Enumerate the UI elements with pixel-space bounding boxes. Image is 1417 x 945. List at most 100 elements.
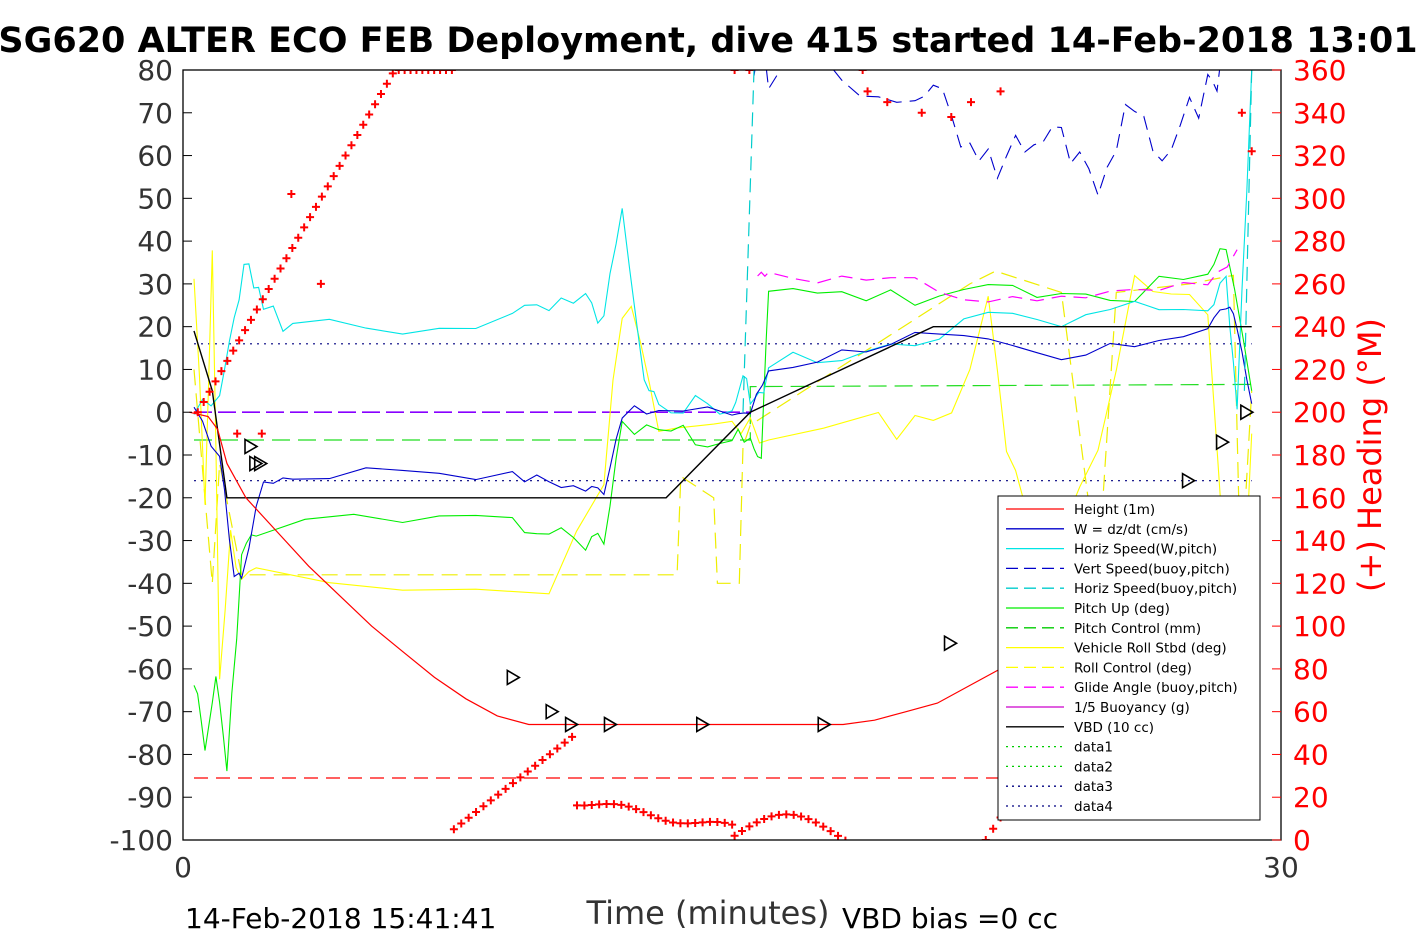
height-marker-14 bbox=[1181, 472, 1197, 490]
legend-label-2: Horiz Speed(W,pitch) bbox=[1074, 542, 1217, 558]
heading-point-95 bbox=[789, 810, 798, 819]
height-marker-16 bbox=[1240, 403, 1255, 421]
legend-label-6: Pitch Control (mm) bbox=[1074, 621, 1201, 637]
heading-point-72 bbox=[624, 802, 633, 811]
y-tick-label-left-70: 70 bbox=[137, 97, 173, 130]
heading-point-48 bbox=[449, 825, 458, 834]
heading-point-20 bbox=[311, 202, 320, 211]
heading-point-18 bbox=[300, 223, 309, 232]
heading-point-96 bbox=[797, 812, 806, 821]
heading-point-22 bbox=[323, 182, 332, 191]
y-tick-label-left-50: 50 bbox=[137, 182, 173, 215]
y-tick-label-left--50: -50 bbox=[127, 610, 173, 643]
height-marker-0 bbox=[244, 438, 259, 455]
legend-label-4: Horiz Speed(buoy,pitch) bbox=[1074, 581, 1237, 597]
heading-point-58 bbox=[523, 767, 532, 776]
height-marker-5 bbox=[564, 716, 580, 733]
legend: Height (1m) W = dz/dt (cm/s) Horiz Speed(W… bbox=[997, 495, 1261, 821]
legend-label-0: Height (1m) bbox=[1074, 502, 1155, 518]
y-tick-label-right-320: 320 bbox=[1293, 140, 1346, 173]
heading-point-92 bbox=[767, 812, 776, 821]
heading-point-90 bbox=[752, 818, 761, 827]
heading-point-8 bbox=[241, 326, 250, 335]
y-tick-label-right-80: 80 bbox=[1293, 653, 1329, 686]
heading-point-94 bbox=[782, 810, 791, 819]
heading-point-146 bbox=[917, 108, 926, 117]
height-marker-1 bbox=[249, 455, 264, 472]
height-marker-4 bbox=[545, 703, 560, 721]
heading-point-82 bbox=[698, 818, 707, 827]
height-marker-6 bbox=[603, 716, 619, 733]
y-tick-label-left-10: 10 bbox=[137, 353, 173, 386]
y-tick-label-right-200: 200 bbox=[1293, 396, 1346, 429]
heading-point-16 bbox=[288, 243, 297, 252]
height-marker-15 bbox=[1215, 433, 1231, 451]
heading-point-106 bbox=[989, 824, 998, 833]
heading-point-62 bbox=[553, 744, 562, 753]
heading-point-41 bbox=[436, 70, 445, 74]
heading-point-54 bbox=[494, 790, 503, 799]
legend-label-14: data3 bbox=[1074, 779, 1113, 795]
y-tick-label-left--90: -90 bbox=[127, 781, 173, 814]
roll-control-line bbox=[193, 270, 1253, 584]
y-tick-label-left-60: 60 bbox=[137, 140, 173, 173]
y-tick-label-left-40: 40 bbox=[137, 225, 173, 258]
heading-point-142 bbox=[745, 70, 754, 74]
heading-point-24 bbox=[335, 161, 344, 170]
y-tick-label-left-20: 20 bbox=[137, 311, 173, 344]
y-tick-label-left-80: 80 bbox=[137, 54, 173, 87]
heading-point-25 bbox=[341, 151, 350, 160]
heading-point-14 bbox=[276, 264, 285, 273]
heading-point-3 bbox=[211, 377, 220, 386]
heading-point-11 bbox=[258, 295, 267, 304]
legend-label-7: Vehicle Roll Stbd (deg) bbox=[1074, 641, 1227, 657]
heading-point-35 bbox=[400, 70, 409, 74]
heading-point-143 bbox=[858, 70, 867, 74]
heading-point-50 bbox=[464, 813, 473, 822]
legend-label-5: Pitch Up (deg) bbox=[1074, 601, 1170, 617]
heading-point-30 bbox=[371, 100, 380, 109]
heading-point-148 bbox=[966, 98, 975, 107]
heading-point-10 bbox=[252, 305, 261, 314]
legend-box bbox=[997, 495, 1261, 821]
horiz-speed-buoy-end bbox=[1243, 70, 1253, 391]
heading-point-38 bbox=[418, 70, 427, 74]
heading-point-39 bbox=[424, 70, 433, 74]
heading-point-61 bbox=[545, 750, 554, 759]
heading-point-21 bbox=[317, 192, 326, 201]
y-tick-label-left-30: 30 bbox=[137, 268, 173, 301]
y-tick-label-right-280: 280 bbox=[1293, 225, 1346, 258]
legend-label-3: Vert Speed(buoy,pitch) bbox=[1074, 561, 1230, 577]
y-tick-label-right-140: 140 bbox=[1293, 525, 1346, 558]
vbd-line bbox=[193, 326, 1252, 499]
heading-point-74 bbox=[639, 808, 648, 817]
heading-point-23 bbox=[329, 172, 338, 181]
y-tick-label-right-300: 300 bbox=[1293, 182, 1346, 215]
x-tick-label-0: 0 bbox=[174, 851, 192, 884]
heading-point-70 bbox=[609, 800, 618, 809]
heading-point-78 bbox=[669, 818, 678, 827]
legend-label-1: W = dz/dt (cm/s) bbox=[1074, 522, 1188, 538]
heading-point-87 bbox=[730, 831, 739, 840]
heading-point-59 bbox=[531, 761, 540, 770]
x-tick-label-30: 30 bbox=[1263, 851, 1299, 884]
y-tick-label-right-180: 180 bbox=[1293, 439, 1346, 472]
w-line bbox=[193, 306, 1253, 580]
y-axis-right-label: (+) Heading (°M) bbox=[1351, 318, 1389, 592]
heading-point-105 bbox=[981, 836, 990, 840]
y-tick-label-left--10: -10 bbox=[127, 439, 173, 472]
heading-point-13 bbox=[270, 274, 279, 283]
y-tick-label-right-340: 340 bbox=[1293, 97, 1346, 130]
heading-point-33 bbox=[388, 70, 397, 78]
heading-point-46 bbox=[287, 190, 296, 199]
heading-point-60 bbox=[538, 756, 547, 765]
heading-point-151 bbox=[1247, 147, 1256, 156]
heading-point-40 bbox=[430, 70, 439, 74]
heading-point-97 bbox=[804, 815, 813, 824]
y-tick-label-right-100: 100 bbox=[1293, 610, 1346, 643]
heading-point-6 bbox=[229, 346, 238, 355]
y-tick-label-right-160: 160 bbox=[1293, 482, 1346, 515]
height-marker-3 bbox=[506, 669, 521, 686]
legend-label-13: data2 bbox=[1074, 759, 1113, 775]
y-tick-label-left--70: -70 bbox=[127, 696, 173, 729]
